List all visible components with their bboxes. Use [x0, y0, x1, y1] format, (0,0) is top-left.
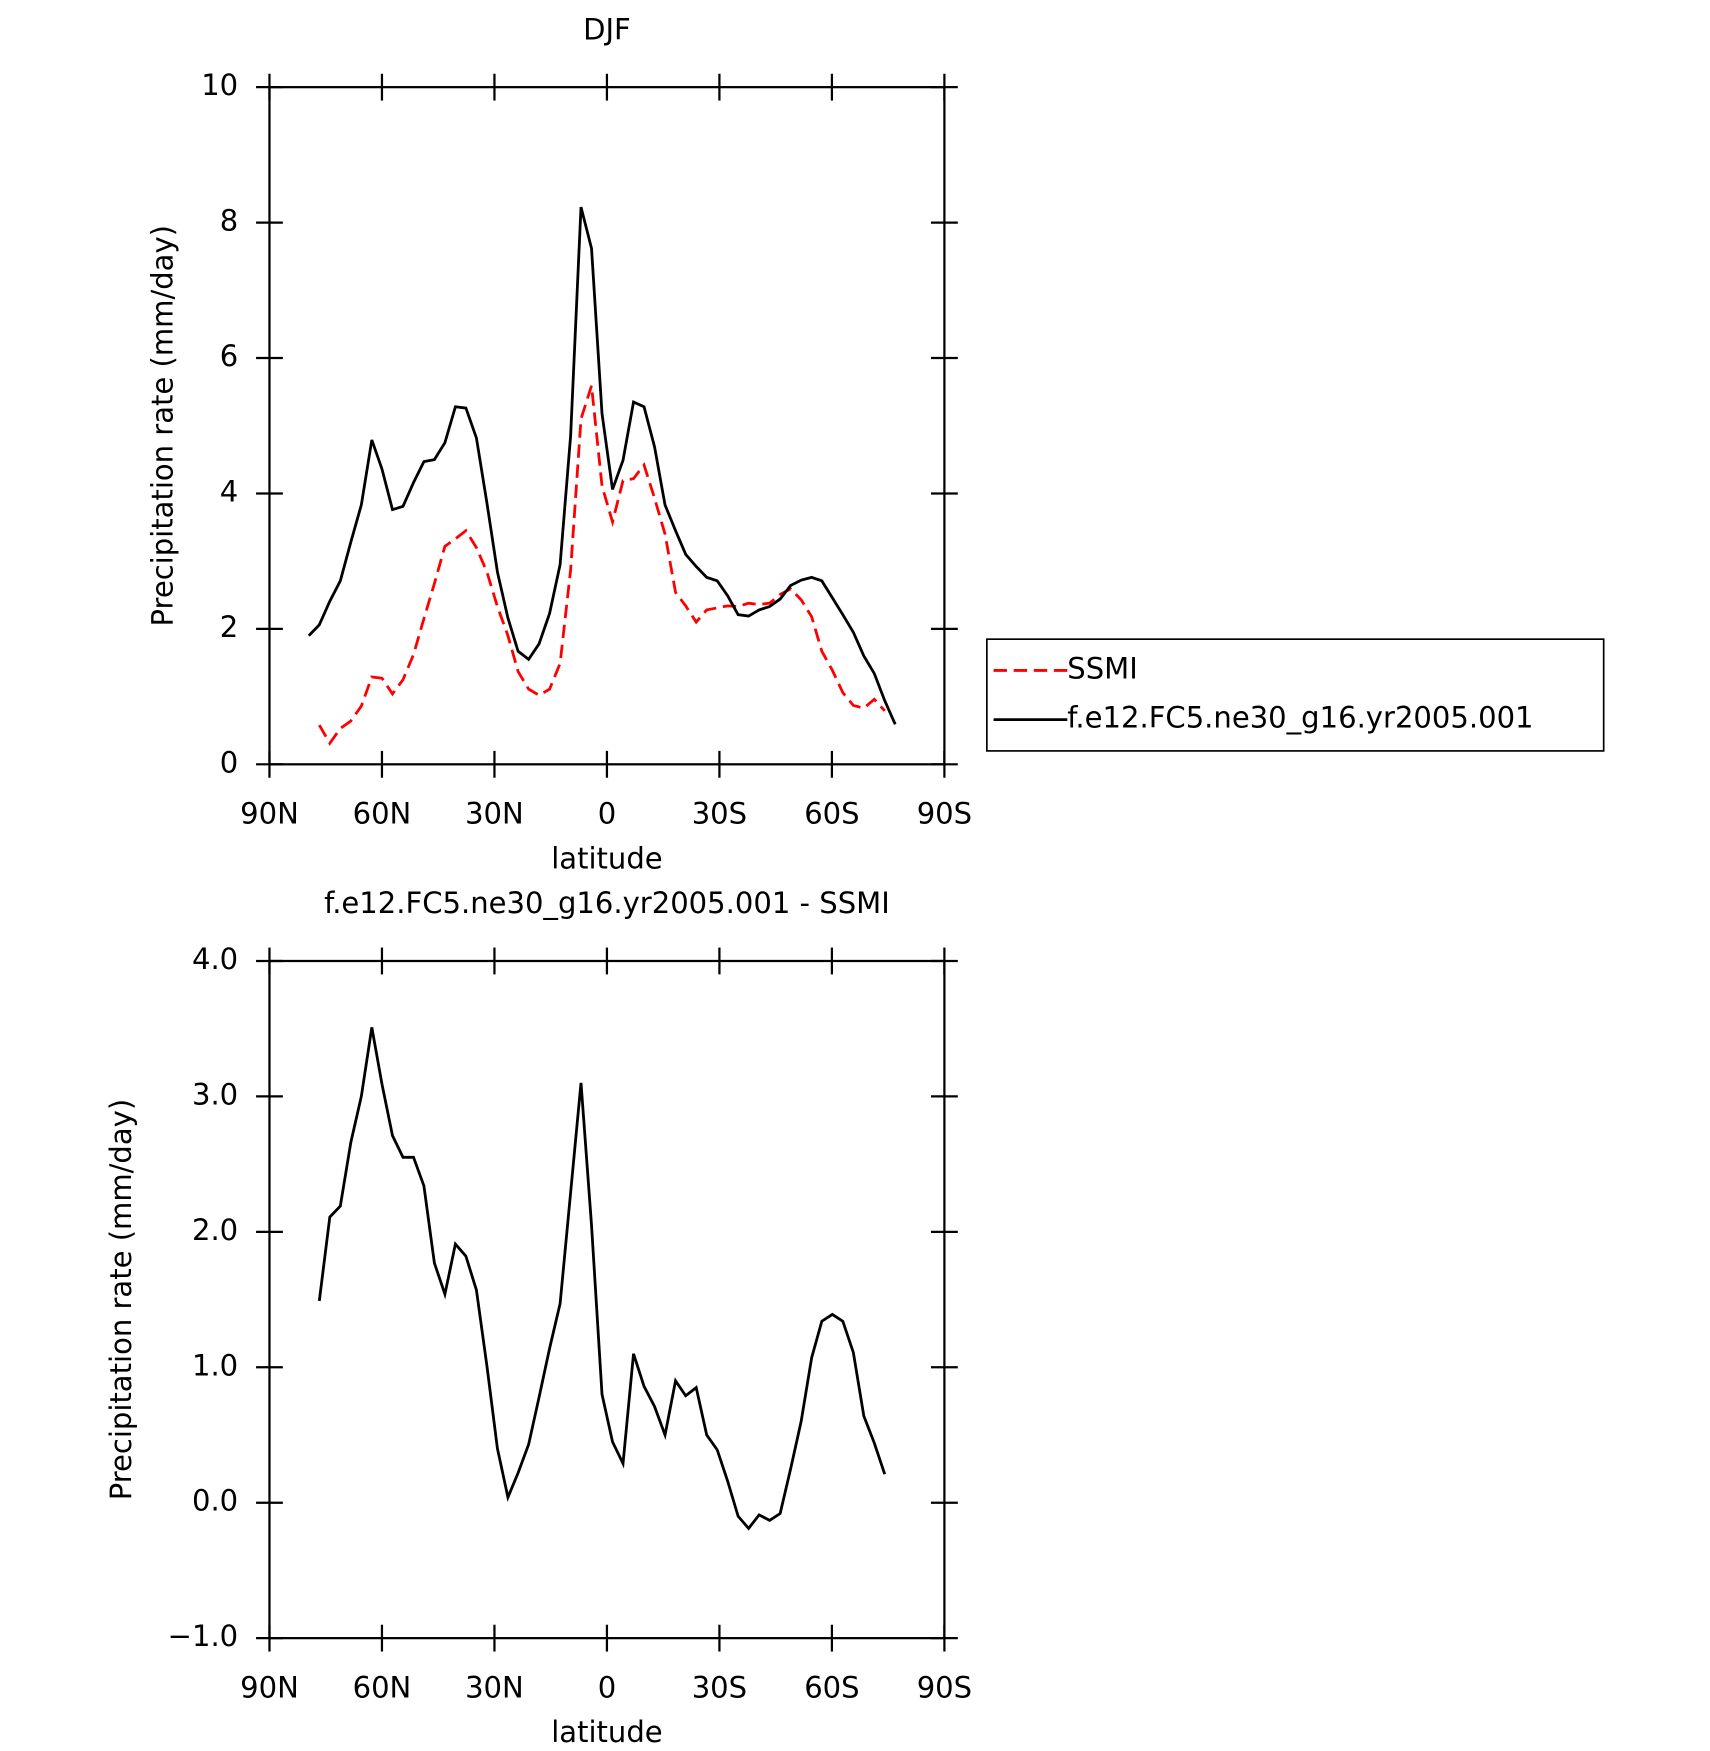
x-tick-label: 0: [598, 797, 616, 831]
x-tick-label: 90N: [240, 797, 299, 831]
x-tick-label: 90S: [917, 797, 972, 831]
x-tick-label: 60S: [804, 797, 859, 831]
chart-title: DJF: [583, 12, 631, 46]
x-tick-label: 30S: [692, 1671, 747, 1705]
x-tick-label: 30N: [465, 1671, 524, 1705]
y-tick-label: 4.0: [192, 942, 238, 976]
y-tick-label: 8: [220, 204, 238, 238]
y-tick-label: 10: [201, 68, 238, 102]
data-line: [307, 206, 897, 725]
x-tick-label: 60N: [353, 797, 412, 831]
y-tick-label: 0.0: [192, 1484, 238, 1518]
y-tick-label: 0: [220, 745, 238, 779]
plot-frame: [268, 86, 946, 766]
y-axis-label: Precipitation rate (mm/day): [145, 225, 179, 626]
y-tick-label: 6: [220, 339, 238, 373]
x-tick-label: 90N: [240, 1671, 299, 1705]
data-line: [318, 385, 886, 746]
y-tick-label: 2.0: [192, 1213, 238, 1247]
x-axis-label: latitude: [551, 841, 662, 875]
plot-frame: [268, 959, 946, 1640]
legend-label: SSMI: [1067, 651, 1138, 685]
y-tick-label: −1.0: [168, 1619, 239, 1653]
x-tick-label: 60S: [804, 1671, 859, 1705]
x-tick-label: 0: [598, 1671, 616, 1705]
x-tick-label: 30N: [465, 797, 524, 831]
data-line: [317, 1027, 887, 1531]
x-tick-label: 90S: [917, 1671, 972, 1705]
x-axis-label: latitude: [551, 1715, 662, 1749]
chart-title: f.e12.FC5.ne30_g16.yr2005.001 - SSMI: [324, 886, 890, 920]
x-tick-label: 60N: [353, 1671, 412, 1705]
x-tick-label: 30S: [692, 797, 747, 831]
y-tick-label: 1.0: [192, 1348, 238, 1382]
y-axis-label: Precipitation rate (mm/day): [104, 1099, 138, 1501]
legend-box: [986, 638, 1605, 752]
y-tick-label: 2: [220, 610, 238, 644]
y-tick-label: 4: [220, 474, 238, 508]
y-tick-label: 3.0: [192, 1077, 238, 1111]
legend-label: f.e12.FC5.ne30_g16.yr2005.001: [1067, 701, 1533, 735]
